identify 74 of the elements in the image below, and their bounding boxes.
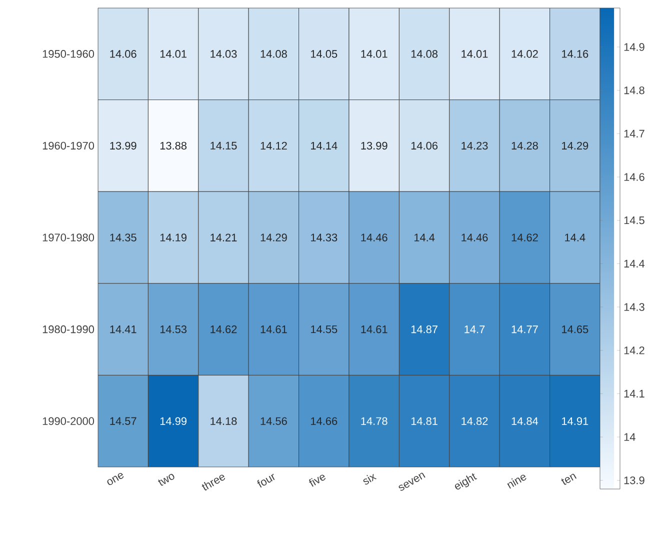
- data-label: 14.01: [462, 50, 488, 58]
- data-label: 14.4: [565, 234, 586, 242]
- data-label: 14.62: [210, 325, 237, 334]
- color-bar-label: 14.2: [624, 346, 644, 354]
- data-label: 14.12: [260, 142, 287, 150]
- color-bar-label: 14.3: [624, 303, 644, 311]
- x-tick-label: four: [257, 474, 275, 488]
- data-label: 14.78: [361, 417, 388, 425]
- data-label: 13.88: [160, 142, 187, 150]
- data-label: 14.29: [260, 234, 287, 242]
- data-label: 14.21: [210, 234, 237, 242]
- y-tick-label: 1960-1970: [42, 142, 94, 150]
- data-label: 14.66: [311, 417, 338, 425]
- y-tick-label: 1980-1990: [42, 325, 94, 334]
- data-label: 14.87: [411, 325, 438, 334]
- data-label: 14.61: [260, 325, 287, 334]
- data-label: 14.55: [311, 325, 338, 334]
- x-tick-label: one: [107, 472, 124, 486]
- data-label: 14.84: [512, 417, 538, 425]
- x-tick-label: five: [309, 474, 326, 487]
- data-label: 13.99: [361, 142, 388, 150]
- data-label: 14.56: [260, 417, 287, 425]
- data-label: 14.06: [110, 50, 136, 58]
- data-label: 14.46: [462, 234, 488, 242]
- data-label: 14.62: [512, 234, 538, 242]
- color-bar-label: 14.4: [624, 260, 645, 268]
- data-label: 14.35: [110, 234, 136, 242]
- color-bar-label: 14: [624, 433, 636, 441]
- color-bar-label: 14.9: [624, 43, 644, 51]
- color-bar-label: 14.6: [624, 173, 644, 181]
- data-label: 14.01: [361, 50, 388, 58]
- data-label: 14.06: [411, 142, 438, 150]
- data-label: 14.82: [462, 417, 488, 425]
- data-label: 14.08: [260, 50, 287, 58]
- x-tick-label: two: [158, 474, 174, 486]
- data-label: 14.53: [160, 325, 187, 334]
- color-bar-label: 14.1: [624, 390, 644, 398]
- color-bar-label: 13.9: [624, 476, 644, 484]
- x-tick-label: eight: [454, 473, 478, 490]
- x-tick-label: ten: [561, 474, 577, 485]
- x-tick-label: seven: [398, 472, 426, 491]
- data-label: 14.4: [414, 234, 435, 242]
- y-tick-label: 1950-1960: [42, 50, 94, 58]
- data-label: 14.05: [311, 50, 338, 58]
- data-label: 14.02: [512, 50, 538, 58]
- y-tick-label: 1970-1980: [42, 234, 94, 242]
- data-label: 14.7: [464, 326, 485, 334]
- data-label: 14.57: [110, 417, 136, 425]
- data-label: 14.19: [160, 234, 186, 242]
- x-tick-label: three: [202, 474, 226, 490]
- x-tick-label: six: [363, 474, 377, 485]
- color-bar-label: 14.7: [624, 130, 644, 138]
- data-label: 14.99: [160, 417, 186, 425]
- x-tick-label: nine: [507, 474, 526, 489]
- data-label: 14.23: [462, 142, 488, 150]
- data-label: 14.77: [512, 326, 538, 334]
- color-bar-label: 14.8: [624, 86, 644, 94]
- data-label: 14.18: [210, 417, 237, 425]
- data-label: 14.01: [160, 50, 186, 58]
- data-label: 14.08: [411, 50, 438, 58]
- color-bar-label: 14.5: [624, 216, 644, 224]
- data-label: 14.46: [361, 234, 388, 242]
- data-label: 14.16: [562, 50, 588, 58]
- y-tick-label: 1990-2000: [42, 417, 94, 425]
- data-label: 14.61: [361, 325, 388, 334]
- data-label: 14.03: [210, 50, 237, 58]
- data-label: 14.15: [210, 142, 237, 150]
- data-label: 14.81: [411, 417, 438, 425]
- data-label: 14.91: [562, 417, 588, 425]
- data-label: 14.65: [562, 325, 588, 334]
- data-label: 14.29: [562, 142, 588, 150]
- data-label: 14.14: [311, 142, 338, 150]
- data-label: 14.28: [512, 142, 538, 150]
- data-label: 14.33: [311, 234, 338, 242]
